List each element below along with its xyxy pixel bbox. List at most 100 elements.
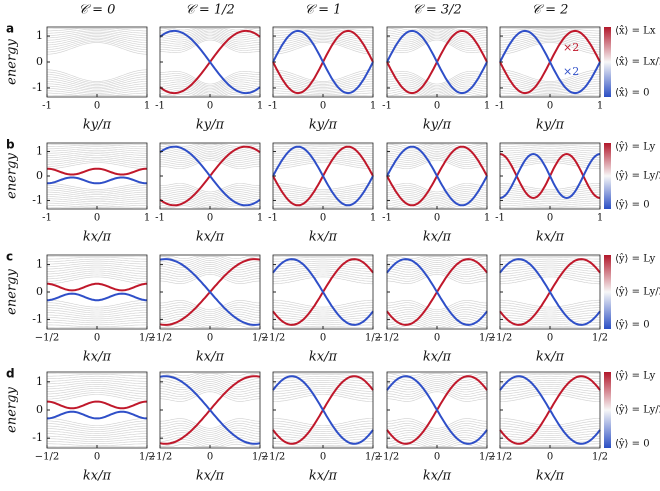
bulk-band xyxy=(386,189,488,198)
bulk-band xyxy=(500,262,600,267)
x-tick-label: 1/2 xyxy=(252,452,268,463)
panel xyxy=(272,371,374,449)
edge-state xyxy=(499,258,601,326)
bulk-band xyxy=(387,73,487,86)
bulk-band xyxy=(159,185,261,195)
bulk-band xyxy=(47,384,147,390)
bulk-band xyxy=(159,35,261,47)
x-tick-label: 0 xyxy=(320,213,326,224)
bulk-band xyxy=(160,423,260,433)
bulk-band xyxy=(387,143,487,147)
bulk-band xyxy=(500,302,600,310)
bulk-band xyxy=(273,185,373,192)
bulk-band xyxy=(386,39,488,53)
bulk-band xyxy=(47,33,147,41)
x-tick-label: -1 xyxy=(268,101,278,112)
x-tick-label: 1/2 xyxy=(365,333,381,344)
bulk-band xyxy=(273,314,373,320)
x-axis-label: kx/π xyxy=(83,230,112,245)
bulk-band xyxy=(273,160,373,167)
bulk-band xyxy=(387,28,487,31)
bulk-band xyxy=(387,32,487,43)
bulk-band xyxy=(46,74,148,85)
bulk-band xyxy=(500,189,600,195)
y-tick-label: 0 xyxy=(36,403,43,416)
bulk-band xyxy=(387,375,487,383)
annotation: ×2 xyxy=(563,65,579,78)
y-axis-label: energy xyxy=(5,153,20,199)
bulk-band xyxy=(500,194,600,199)
bulk-band xyxy=(500,274,600,282)
x-tick-label: −1/2 xyxy=(488,452,512,463)
bulk-band xyxy=(387,304,487,315)
panel xyxy=(499,142,601,210)
bulk-band xyxy=(500,28,600,34)
x-tick-label: 1/2 xyxy=(592,452,608,463)
bulk-band xyxy=(160,256,260,259)
bulk-band xyxy=(46,39,148,50)
y-tick-label: 1 xyxy=(36,145,43,158)
bulk-band xyxy=(500,304,600,312)
bulk-band xyxy=(387,29,487,39)
edge-state xyxy=(47,410,147,420)
bulk-band xyxy=(387,75,487,88)
bulk-band xyxy=(159,420,261,431)
bulk-band xyxy=(386,425,488,435)
x-tick-label: 1/2 xyxy=(479,333,495,344)
bulk-band xyxy=(160,375,260,383)
x-tick-label: 1 xyxy=(597,101,603,112)
bulk-band xyxy=(499,162,601,169)
bulk-band xyxy=(272,433,374,438)
bulk-band xyxy=(273,309,373,316)
bulk-band xyxy=(273,384,373,390)
colorbar-label: ⟨ŷ⟩ = Ly xyxy=(615,254,656,265)
bulk-band xyxy=(47,272,147,280)
colorbar-label: ⟨ŷ⟩ = Ly xyxy=(615,142,656,153)
bulk-band xyxy=(273,430,373,436)
bulk-band xyxy=(273,435,373,440)
bulk-band xyxy=(499,39,601,50)
bulk-band xyxy=(47,428,147,434)
bulk-band xyxy=(273,76,373,87)
bulk-band xyxy=(47,307,147,314)
bulk-band xyxy=(159,191,261,200)
bulk-band xyxy=(386,30,488,41)
bulk-band xyxy=(386,420,488,431)
bulk-band xyxy=(500,380,600,385)
bulk-band xyxy=(46,183,148,190)
bulk-band xyxy=(499,382,601,387)
bulk-band xyxy=(46,388,148,395)
bulk-band xyxy=(499,440,601,445)
bulk-band xyxy=(387,381,487,391)
bulk-band xyxy=(386,391,488,402)
edge-state xyxy=(386,29,488,95)
bulk-band xyxy=(386,311,488,321)
bulk-band xyxy=(386,258,488,266)
bulk-band xyxy=(272,81,374,90)
bulk-band xyxy=(500,37,600,48)
bulk-band xyxy=(386,152,488,161)
bulk-band xyxy=(159,154,261,163)
bulk-band xyxy=(500,430,600,436)
bulk-band xyxy=(47,189,147,195)
bulk-band xyxy=(500,158,600,165)
colorbar xyxy=(604,143,611,209)
x-axis-label: kx/π xyxy=(536,469,565,484)
bulk-band xyxy=(272,74,374,85)
panel xyxy=(386,142,488,210)
bulk-band xyxy=(47,160,147,167)
bulk-band xyxy=(47,258,147,262)
bulk-band xyxy=(500,317,600,322)
bulk-band xyxy=(386,35,488,47)
colorbar-label: ⟨ŷ⟩ = Ly xyxy=(615,371,656,382)
bulk-band xyxy=(387,33,487,45)
bulk-band xyxy=(499,81,601,90)
bulk-band xyxy=(273,200,373,204)
bulk-band xyxy=(273,157,373,163)
y-tick-label: 1 xyxy=(36,29,43,42)
bulk-band xyxy=(47,42,147,55)
bulk-band xyxy=(499,394,601,402)
y-tick-label: -1 xyxy=(32,193,43,206)
column-title: 𝒞 = 2 xyxy=(532,3,569,18)
bulk-band xyxy=(272,39,374,50)
